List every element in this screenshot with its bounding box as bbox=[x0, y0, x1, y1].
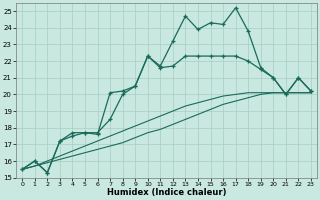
X-axis label: Humidex (Indice chaleur): Humidex (Indice chaleur) bbox=[107, 188, 226, 197]
